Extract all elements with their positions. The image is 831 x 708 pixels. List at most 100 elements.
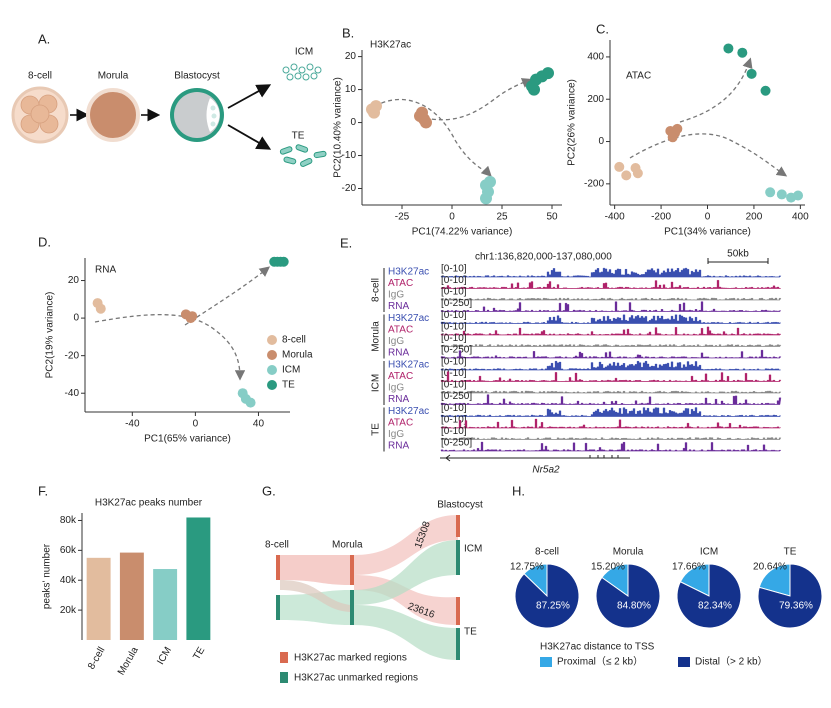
track-name: RNA [388,301,409,312]
plot-title: RNA [95,265,116,276]
panel-label: H. [512,483,525,498]
point [760,85,771,96]
slice-label: 12.75% [510,562,544,573]
point [765,187,776,198]
y-axis-title: PC2(10.40% variance) [333,77,344,178]
y-axis-title: peaks' number [42,543,53,609]
sankey: 8-cell Morula Blastocyst ICM TE 15308 23… [265,500,483,684]
signal [440,441,782,452]
x-tick-label: TE [191,645,207,662]
legend-label: H3K27ac marked regions [294,653,407,664]
panel-label: D. [38,234,51,249]
y-tick-label: 20 [345,51,357,62]
x-tick-label: -25 [395,212,410,223]
track-range: [0-250] [441,391,472,402]
x-tick-label: 0 [705,212,711,223]
x-tick-label: 400 [792,212,809,223]
point [793,190,804,201]
track-range: [0-250] [441,345,472,356]
y-tick-label: 0 [73,313,79,324]
point [187,311,198,322]
track-range: [0-250] [441,298,472,309]
x-tick-label: 0 [193,419,199,430]
lineage-label: TE [292,131,305,142]
track-name: IgG [388,429,404,440]
embryo-diagram: 8-cell Morula Blastocyst ICM TE [11,47,327,167]
chart-title: H3K27ac peaks number [95,498,203,509]
bar [119,552,144,640]
y-tick-label: 0 [598,136,604,147]
pie-slice [676,563,742,629]
node-label: ICM [464,544,482,555]
pie-slice [514,563,580,629]
legend-swatch [678,657,690,667]
track-name: RNA [388,394,409,405]
x-tick-label: -200 [651,212,671,223]
y-tick-label: 0 [350,117,356,128]
signal [440,326,782,336]
point [746,68,757,79]
y-tick-label: 10 [345,84,357,95]
point [95,303,106,314]
x-tick-label: Morula [116,645,141,677]
signal [440,280,782,289]
pie-slice [595,563,661,629]
legend-swatch [540,657,552,667]
signal [440,314,782,324]
signal [440,394,782,405]
y-tick-label: 20 [68,275,80,286]
track-name: H3K27ac [388,267,429,278]
bar [153,569,178,640]
track-range: [0-10] [441,403,467,414]
point [245,397,256,408]
bar [186,517,211,640]
slice-label: 87.25% [536,601,570,612]
x-tick-label: 0 [449,212,455,223]
scale-label: 50kb [727,249,749,260]
legend-swatch [267,335,277,345]
track-range: [0-10] [441,264,467,275]
gene-label: Nr5a2 [532,465,560,476]
trajectory [629,133,788,177]
track-name: RNA [388,441,409,452]
y-tick-label: 200 [587,94,604,105]
track-range: [0-10] [441,275,467,286]
track-name: H3K27ac [388,360,429,371]
track-name: IgG [388,290,404,301]
legend-label: Distal（> 2 kb） [695,656,768,668]
signal [440,361,782,371]
point [278,256,289,267]
x-tick-label: 40 [253,419,265,430]
bar [86,557,111,640]
trajectory [424,78,533,121]
track-name: ATAC [388,418,413,429]
y-tick-label: 80k [60,515,77,526]
point [480,192,492,205]
point [542,67,554,80]
legend-label: TE [282,380,295,391]
panel-label: F. [38,483,48,498]
trajectory [679,57,753,123]
track-name: IgG [388,336,404,347]
trajectory [94,314,246,381]
track-range: [0-10] [441,333,467,344]
track-name: ATAC [388,278,413,289]
x-tick-label: -40 [125,419,140,430]
signal [440,418,782,429]
stage-label: 8-cell [28,71,52,82]
legend-title: H3K27ac distance to TSS [540,642,655,653]
point [776,189,787,200]
slice-label: 17.66% [672,562,706,573]
y-tick-label: 60k [60,545,77,556]
point [667,132,678,143]
y-tick-label: -10 [342,150,357,161]
y-tick-label: 40k [60,575,77,586]
track-name: ATAC [388,325,413,336]
track-name: RNA [388,348,409,359]
panel-label: C. [596,21,609,36]
point [614,161,625,172]
group-label: TE [371,423,382,436]
region: chr1:136,820,000-137,080,000 [475,252,612,263]
